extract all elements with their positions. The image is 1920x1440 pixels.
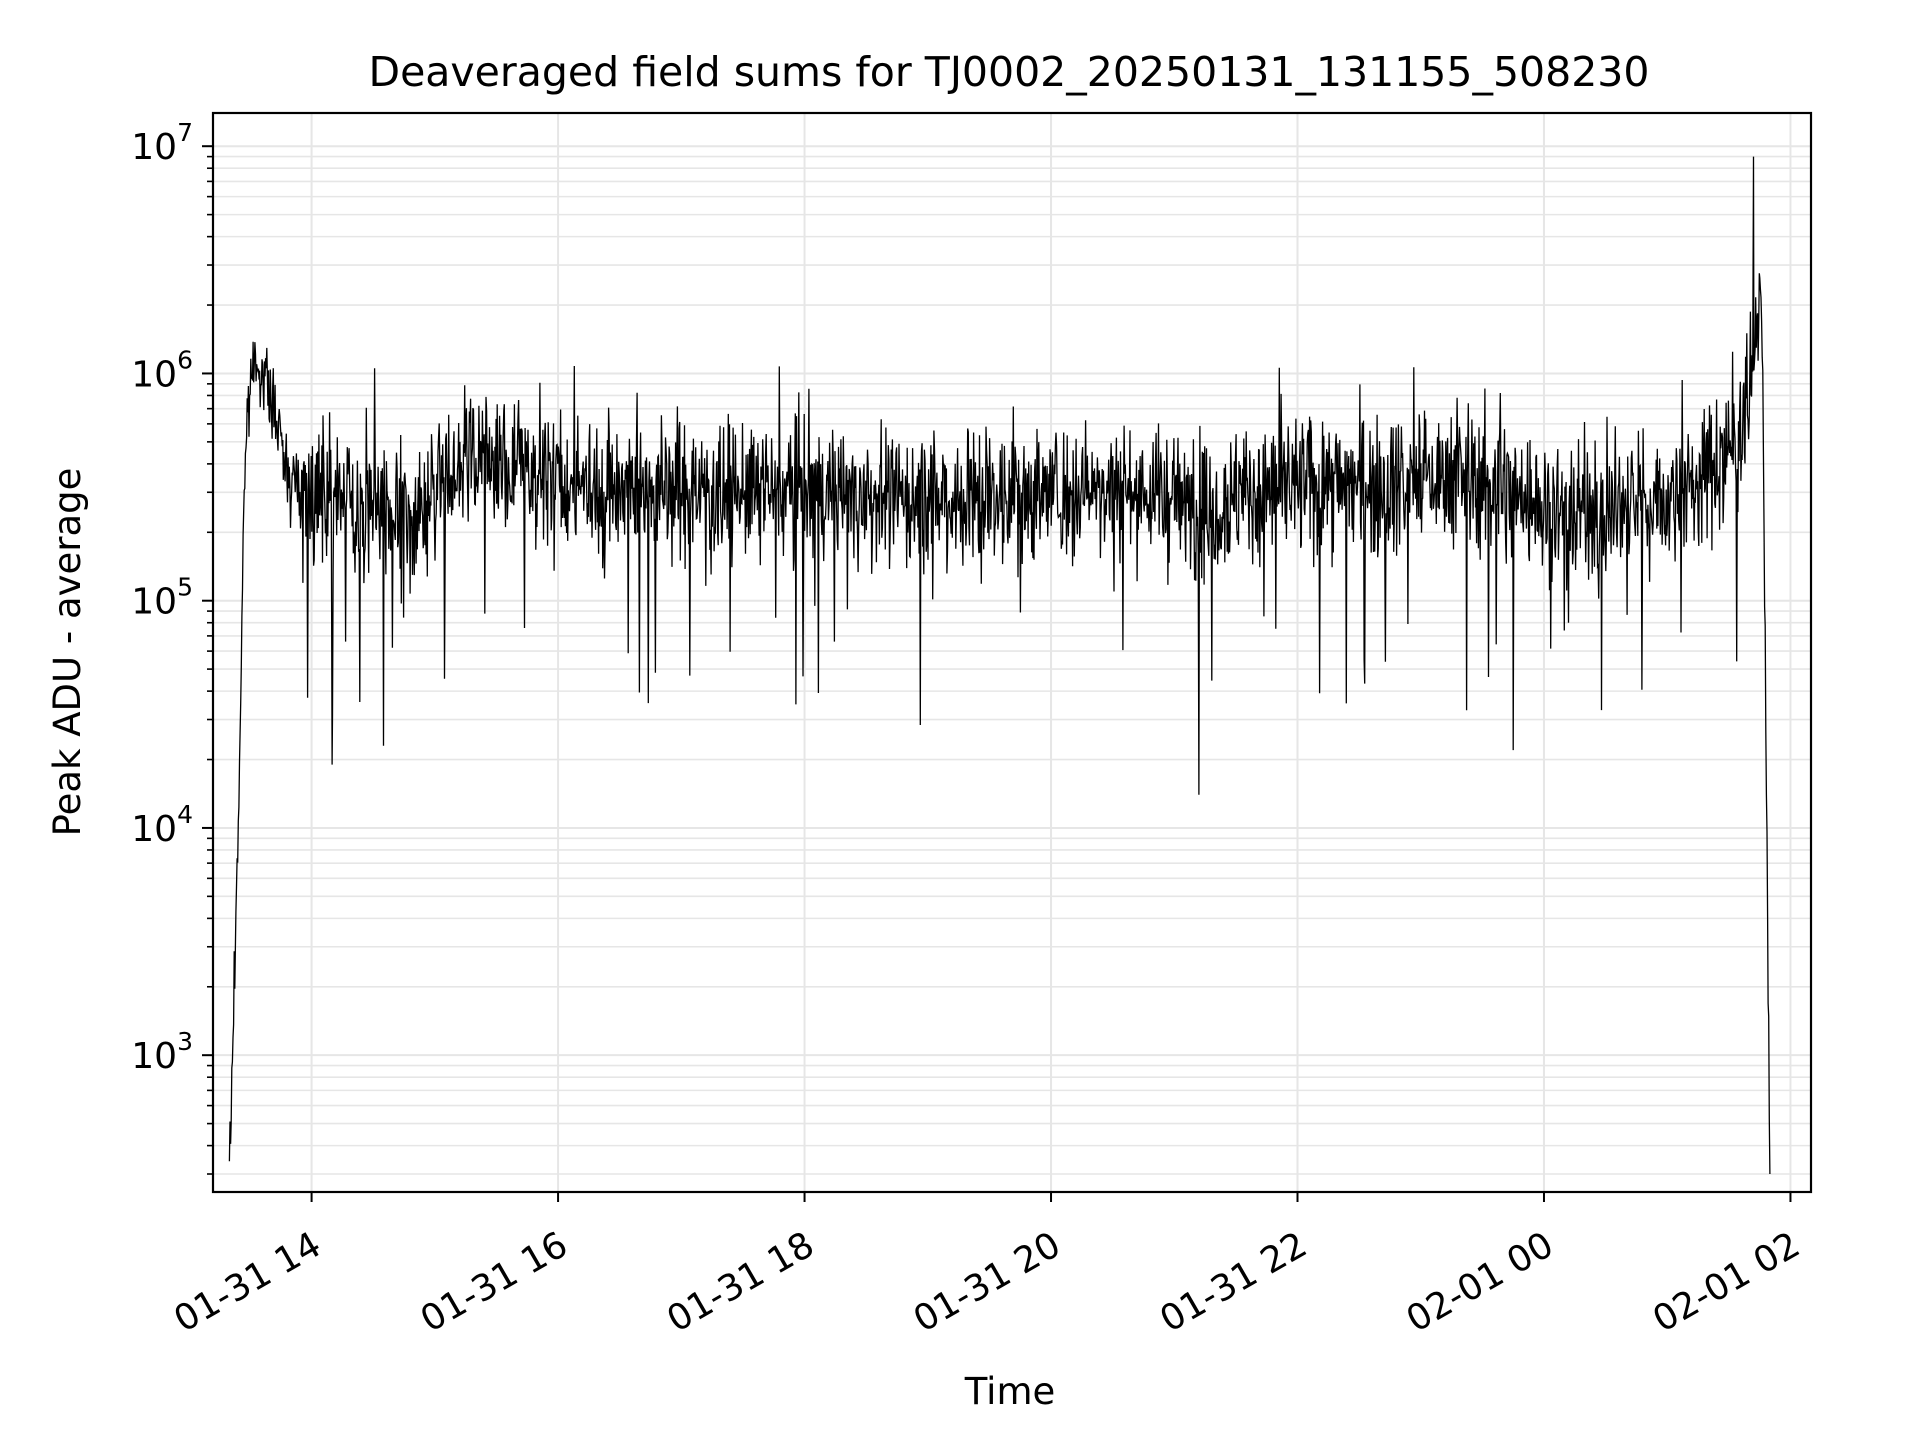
y-axis-label: Peak ADU - average (46, 468, 89, 837)
y-tick-label: 106 (131, 345, 193, 395)
plot-area (228, 156, 1771, 1175)
plot-frame (211, 111, 1813, 1194)
y-tick-label: 105 (131, 573, 193, 623)
series-line (228, 156, 1771, 1175)
chart-title: Deaveraged field sums for TJ0002_2025013… (369, 48, 1650, 96)
y-tick-label: 107 (131, 118, 193, 168)
y-tick-label: 104 (131, 800, 193, 850)
y-axis: 103 104 105 106 107 (131, 118, 213, 1175)
y-tick-label: 103 (131, 1027, 193, 1077)
x-axis-label: Time (964, 1370, 1056, 1413)
major-gridlines (213, 113, 1811, 1192)
